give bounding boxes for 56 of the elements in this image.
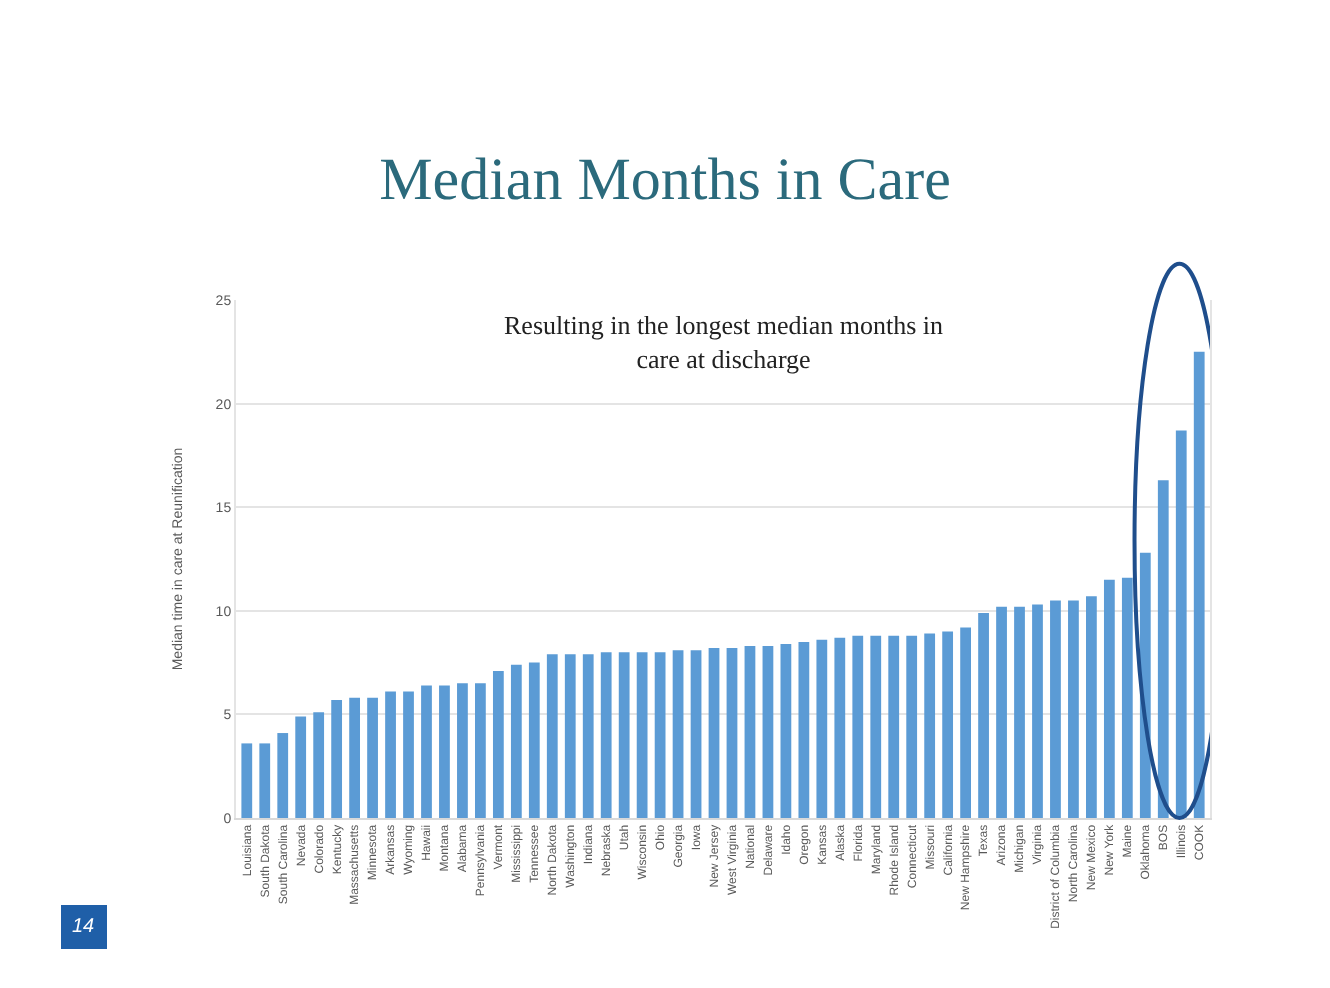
bar: [924, 633, 936, 818]
bar: [475, 683, 486, 818]
bar: [672, 650, 684, 818]
bar: [1103, 579, 1115, 818]
bar: [888, 635, 900, 818]
bar: [421, 685, 432, 818]
bar: [403, 691, 414, 818]
bar: [780, 643, 792, 818]
bar: [259, 743, 271, 818]
bar: [439, 685, 450, 818]
bar: [367, 697, 378, 818]
bar: [582, 654, 594, 818]
bar: [385, 691, 396, 818]
bar: [960, 627, 971, 818]
bar: [636, 652, 648, 818]
bar: [726, 648, 738, 818]
chart-title: Median Months in Care: [379, 146, 951, 213]
bar: [852, 635, 864, 818]
bar: [295, 716, 307, 818]
bar: [978, 612, 989, 818]
bar: [690, 650, 702, 818]
bar: [1175, 430, 1187, 818]
bar: [313, 712, 325, 818]
bar: [600, 652, 612, 818]
bar: [241, 743, 253, 818]
bar: [528, 662, 540, 818]
bar: [492, 670, 504, 818]
bar: [816, 639, 828, 818]
bar: [1068, 600, 1079, 818]
bar: [744, 646, 756, 818]
bar: [1050, 600, 1061, 818]
bar: [1121, 577, 1133, 818]
bar: [1086, 596, 1097, 818]
bar: [546, 654, 558, 818]
bar: [942, 631, 954, 818]
bar: [510, 664, 522, 818]
bar: [708, 648, 720, 818]
bar: [1193, 351, 1205, 818]
bar: [762, 646, 774, 818]
bar: [798, 641, 810, 818]
bar: [618, 652, 630, 818]
bar: [277, 733, 289, 818]
bar: [1157, 480, 1169, 818]
bar: [331, 699, 343, 818]
bar: [870, 635, 882, 818]
bar: [834, 637, 846, 818]
bar: [1032, 604, 1043, 818]
bar: [996, 606, 1007, 818]
bar: [906, 635, 918, 818]
bar: [654, 652, 666, 818]
text: 14: [72, 916, 96, 938]
bar: [457, 683, 468, 818]
annotation: Resulting in the longest median months in care at discharge: [504, 310, 945, 374]
bar: [1014, 606, 1025, 818]
bar: [349, 697, 360, 818]
bar: [564, 654, 576, 818]
